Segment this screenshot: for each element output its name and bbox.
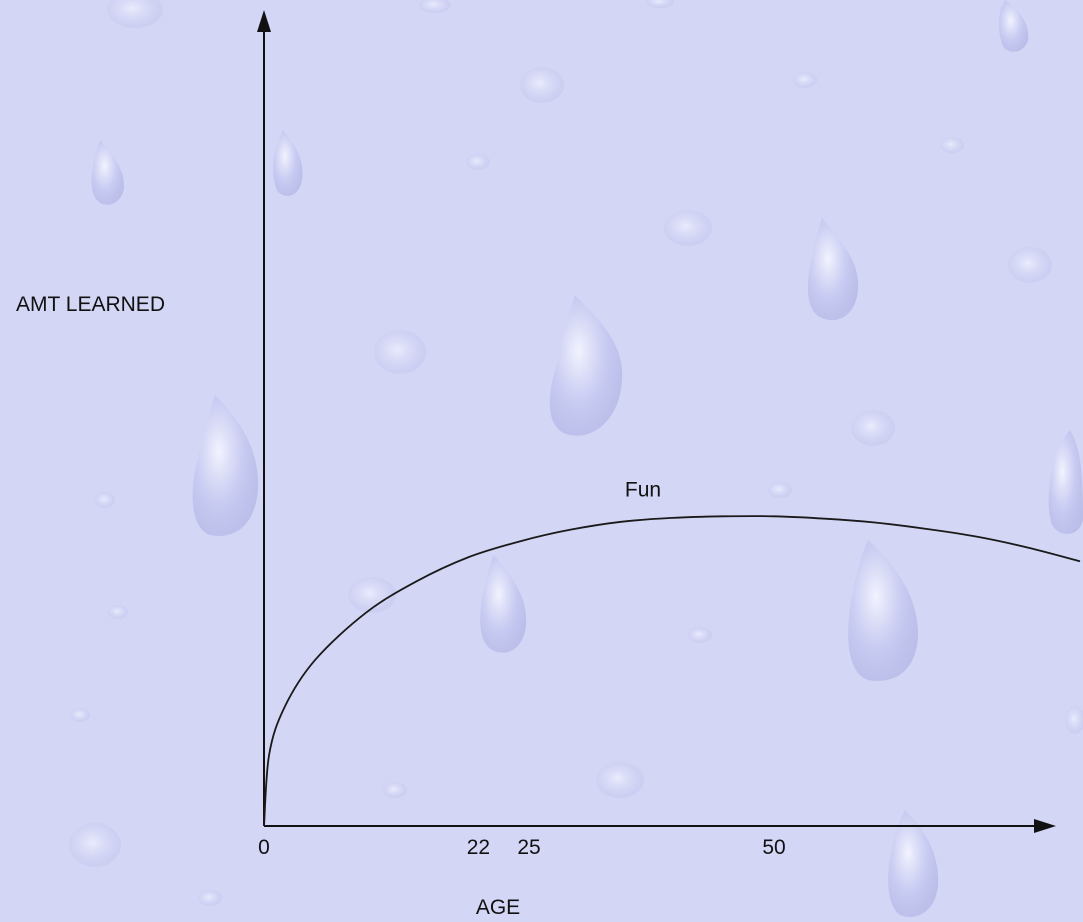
droplet-decoration — [1048, 430, 1083, 535]
x-tick-label-25: 25 — [517, 836, 540, 859]
droplet-decoration — [192, 395, 259, 536]
droplet-decoration — [107, 0, 163, 28]
background-droplets — [69, 0, 1083, 917]
droplet-decoration — [374, 330, 426, 374]
x-tick-labels: 0 22 25 50 — [258, 836, 786, 859]
y-axis-label: AMT LEARNED — [16, 293, 165, 316]
droplet-decoration — [664, 210, 712, 246]
droplet-decoration — [198, 890, 222, 906]
y-axis-arrowhead — [257, 10, 271, 32]
droplet-decoration — [688, 627, 712, 643]
droplet-decoration — [69, 823, 121, 867]
droplet-decoration — [1008, 247, 1052, 283]
droplet-decoration — [466, 154, 490, 170]
droplet-decoration — [807, 218, 859, 321]
droplet-decoration — [1065, 706, 1083, 734]
droplet-decoration — [851, 410, 895, 446]
droplet-decoration — [848, 540, 918, 681]
droplet-decoration — [646, 0, 674, 8]
x-tick-label-0: 0 — [258, 836, 270, 859]
droplet-decoration — [273, 130, 303, 196]
droplet-decoration — [520, 67, 564, 103]
droplet-decoration — [95, 492, 115, 508]
droplet-decoration — [888, 810, 939, 917]
droplet-decoration — [70, 708, 90, 722]
droplet-decoration — [549, 295, 623, 436]
droplet-decoration — [91, 140, 125, 205]
x-axis-label: AGE — [476, 896, 520, 919]
droplet-decoration — [108, 605, 128, 619]
x-axis-arrowhead — [1034, 819, 1056, 833]
x-tick-label-50: 50 — [762, 836, 785, 859]
droplet-decoration — [596, 762, 644, 798]
series-layer: Fun — [263, 478, 1081, 827]
droplet-decoration — [999, 0, 1029, 52]
series-label-fun: Fun — [625, 478, 661, 501]
series-line-fun — [263, 515, 1081, 827]
droplet-decoration — [768, 482, 792, 498]
droplet-decoration — [419, 0, 451, 13]
droplet-decoration — [480, 555, 527, 653]
droplet-decoration — [383, 782, 407, 798]
droplet-decoration — [940, 137, 964, 153]
axes — [257, 10, 1056, 833]
x-tick-label-22: 22 — [467, 836, 490, 859]
droplet-decoration — [793, 72, 817, 88]
droplet-decoration — [348, 577, 396, 613]
